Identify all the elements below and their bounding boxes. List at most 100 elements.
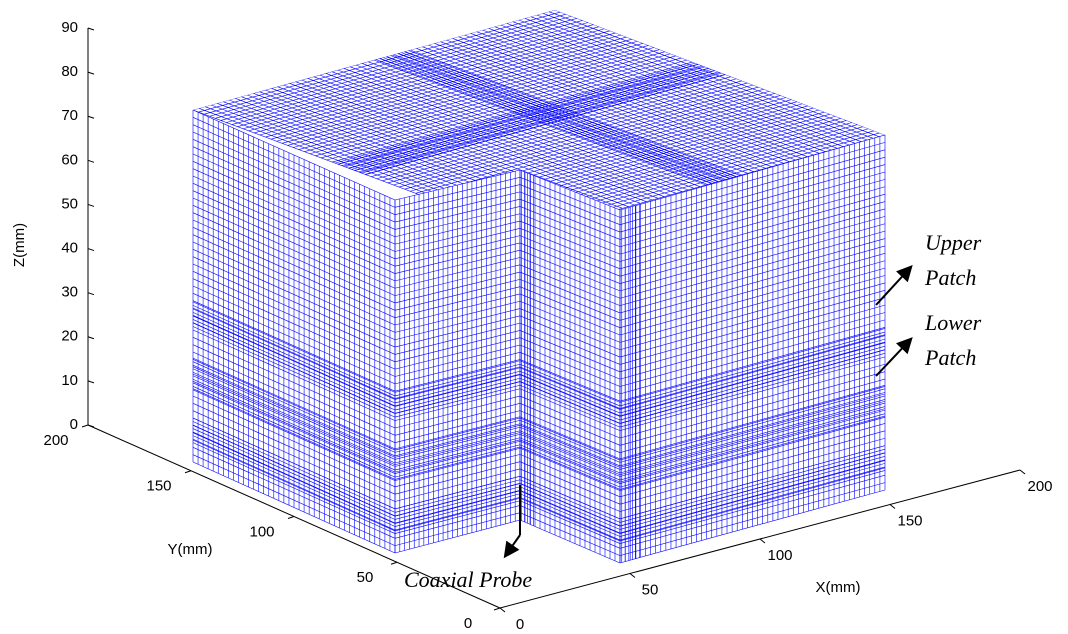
mesh-line [192,131,396,223]
mesh-line [619,467,886,542]
mesh-line [519,437,621,481]
mesh-line [287,45,649,146]
mesh-line [192,379,396,471]
mesh-line [394,426,521,460]
mesh-line [619,406,886,481]
mesh-line [309,53,671,155]
y-axis-label: Y(mm) [168,541,213,558]
annotation: Patch [924,345,976,370]
mesh-line [394,437,521,471]
mesh-line [619,334,886,409]
mesh-line [192,146,396,238]
mesh-line [192,382,396,474]
mesh-line [394,374,521,407]
mesh-line [354,70,715,171]
mesh-line [619,400,886,476]
mesh-line [519,505,621,549]
mesh-line [619,371,886,446]
mesh-line [421,95,781,196]
mesh-line [519,461,621,505]
mesh-line [619,415,886,490]
mesh-line [192,319,396,411]
mesh-line [521,132,880,210]
mesh-line [237,26,600,127]
mesh-line [192,329,396,421]
mesh-line [519,360,621,403]
mesh-line [326,59,688,161]
y-tick [184,470,192,474]
mesh-line [394,363,521,397]
z-tick-label: 0 [70,416,78,433]
mesh-line [259,34,622,136]
mesh-line [315,55,677,157]
mesh-line [519,330,621,373]
y-tick-label: 100 [249,523,274,540]
mesh-line [619,388,886,463]
mesh-line [394,352,521,385]
mesh-line [519,286,621,328]
mesh-line [394,322,521,355]
mesh-line [619,399,886,474]
mesh-line [192,293,396,385]
mesh-line [619,474,886,549]
mesh-line [519,337,621,380]
mesh-line [519,381,621,424]
mesh-line [619,341,886,417]
mesh-line [619,489,886,564]
mesh-line [519,440,621,484]
mesh-line [519,482,621,527]
mesh-line [192,461,396,554]
mesh-line [394,330,521,363]
x-axis-label: X(mm) [816,579,861,596]
mesh-line [394,482,521,517]
mesh-line [619,466,886,541]
mesh-line [192,285,396,377]
mesh-line [192,424,396,517]
mesh-line [394,395,521,429]
mesh-line [619,455,886,530]
mesh-line [364,74,726,175]
z-tick [87,71,95,75]
mesh-line [394,381,521,414]
mesh-line [526,134,885,210]
mesh-line [519,257,621,299]
mesh-line [192,454,396,546]
mesh-line [519,370,621,414]
mesh-line [192,256,396,348]
mesh-line [619,164,886,240]
mesh-line [394,235,521,267]
mesh-line [394,206,521,238]
mesh-top [193,10,885,210]
mesh-line [354,70,716,171]
mesh-line [519,496,621,541]
mesh-line [619,304,886,380]
mesh-line [192,307,396,399]
mesh-line [519,206,621,248]
mesh-line [341,65,702,166]
mesh-line [519,363,621,407]
mesh-line [619,463,886,537]
mesh-line [192,190,396,282]
mesh-line [619,253,886,328]
mesh-line [192,139,396,230]
mesh-line [619,409,886,484]
z-tick-label: 40 [61,240,78,257]
mesh-line [359,72,721,173]
mesh-line [394,388,521,421]
mesh-line [358,71,719,173]
mesh-line [394,512,521,546]
mesh-line [192,326,396,418]
mesh-line [394,432,521,466]
mesh-line [220,20,583,121]
mesh-line [619,423,886,498]
mesh-line [394,373,521,407]
mesh-line [394,308,521,341]
mesh-line [519,468,621,512]
mesh-line [504,126,864,210]
mesh-line [394,440,521,474]
mesh-line [281,43,644,144]
mesh-line [415,93,776,194]
mesh-line [192,197,396,289]
mesh-line [394,505,521,539]
